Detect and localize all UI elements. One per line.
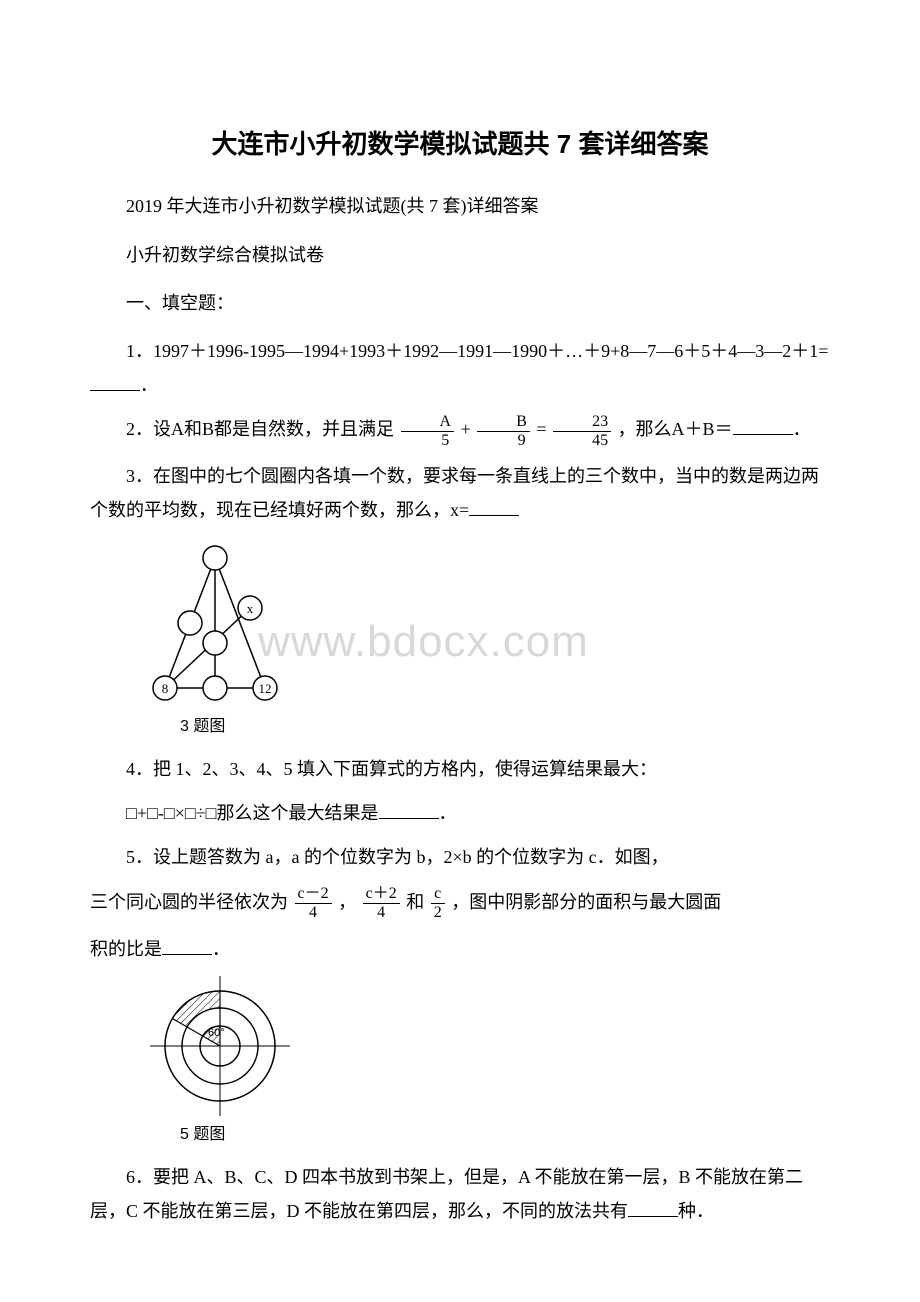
question-5a: 5．设上题答数为 a，a 的个位数字为 b，2×b 的个位数字为 c．如图， [90, 840, 830, 874]
q5c-suffix: ． [212, 939, 230, 959]
q5b-prefix: 三个同心圆的半径依次为 [90, 892, 288, 912]
figure-3-svg: x 8 12 [150, 538, 300, 708]
q6-blank [628, 1198, 678, 1218]
q5c-prefix: 积的比是 [90, 939, 162, 959]
q4b-suffix: ． [439, 803, 457, 823]
q5b-sep1: ， [338, 892, 356, 912]
fig3-12-label: 12 [259, 681, 272, 696]
figure-5-caption: 5 题图 [180, 1120, 830, 1150]
q5b-suffix: ，图中阴影部分的面积与最大圆面 [451, 892, 721, 912]
figure-5: 60° 5 题图 [150, 976, 830, 1150]
q4-blank [379, 799, 439, 819]
q5b-frac-1: c－24 [295, 885, 332, 921]
question-3: 3．在图中的七个圆圈内各填一个数，要求每一条直线上的三个数中，当中的数是两边两个… [90, 459, 830, 527]
q4b-prefix: □+□-□×□÷□那么这个最大结果是 [126, 803, 379, 823]
q3-text: 3．在图中的七个圆圈内各填一个数，要求每一条直线上的三个数中，当中的数是两边两个… [90, 466, 819, 520]
q2-prefix: 2．设A和B都是自然数，并且满足 [126, 419, 394, 439]
q2-eq: = [536, 419, 551, 439]
page-title: 大连市小升初数学模拟试题共 7 套详细答案 [90, 120, 830, 169]
q2-frac-2: B9 [477, 413, 530, 449]
question-6: 6．要把 A、B、C、D 四本书放到书架上，但是，A 不能放在第一层，B 不能放… [90, 1160, 830, 1228]
q2-frac-1: A5 [401, 413, 455, 449]
subtitle-2: 小升初数学综合模拟试卷 [90, 238, 830, 272]
q5b-frac-2: c＋24 [363, 885, 400, 921]
q1-suffix: ． [140, 375, 158, 395]
q6-suffix: 种． [678, 1201, 714, 1221]
q3-blank [469, 497, 519, 517]
question-5b: 三个同心圆的半径依次为 c－24 ， c＋24 和 c2 ，图中阴影部分的面积与… [90, 885, 830, 922]
subtitle-1: 2019 年大连市小升初数学模拟试题(共 7 套)详细答案 [90, 189, 830, 223]
q5b-frac-3: c2 [431, 885, 445, 921]
fig3-8-label: 8 [162, 681, 169, 696]
q1-text: 1．1997＋1996-1995—1994+1993＋1992—1991—199… [126, 341, 828, 361]
q2-suffix1: ，那么A＋B＝ [618, 419, 733, 439]
question-1: 1．1997＋1996-1995—1994+1993＋1992—1991—199… [90, 334, 830, 402]
fig5-angle-label: 60° [208, 1027, 225, 1039]
q2-suffix2: ． [793, 419, 811, 439]
q2-plus: + [461, 419, 476, 439]
question-4a: 4．把 1、2、3、4、5 填入下面算式的方格内，使得运算结果最大： [90, 752, 830, 786]
section-heading: 一、填空题： [90, 286, 830, 320]
figure-3: x 8 12 3 题图 [150, 538, 830, 742]
q2-frac-3: 2345 [553, 413, 611, 449]
figure-5-svg: 60° [150, 976, 290, 1116]
question-5c: 积的比是 ． [90, 932, 830, 966]
question-2: 2．设A和B都是自然数，并且满足 A5 + B9 = 2345 ，那么A＋B＝ ． [90, 412, 830, 449]
fig3-x-label: x [247, 601, 254, 616]
q5-blank [162, 935, 212, 955]
question-4b: □+□-□×□÷□那么这个最大结果是 ． [90, 796, 830, 830]
q2-blank [733, 416, 793, 436]
q1-blank [90, 371, 140, 391]
q5b-sep2: 和 [406, 892, 424, 912]
figure-3-caption: 3 题图 [180, 712, 830, 742]
